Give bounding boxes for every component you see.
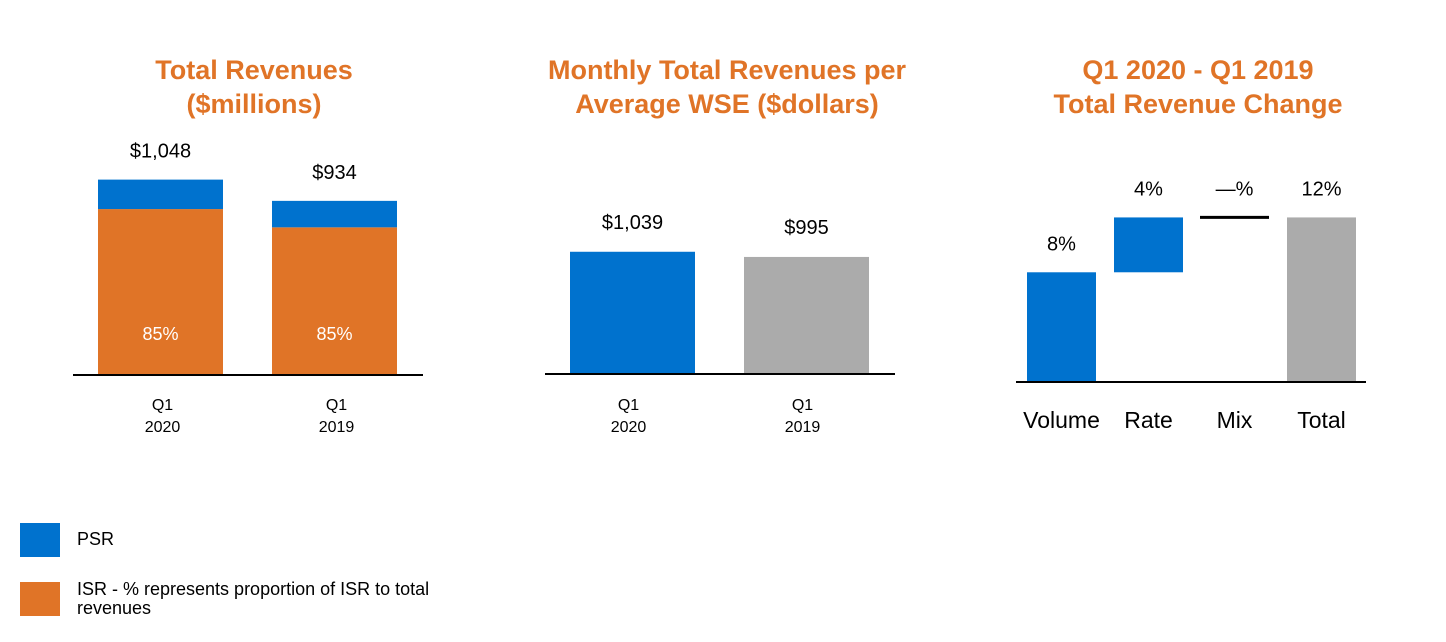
legend-label-isr-line1: ISR - % represents proportion of ISR to … [77, 579, 430, 599]
legend-label-isr: ISR - % represents proportion of ISR to … [77, 580, 429, 618]
chart3-title-line1: Q1 2020 - Q1 2019 [1082, 55, 1314, 85]
chart1-isr-pct-label: 85% [316, 324, 352, 344]
chart1-bar-psr-1 [272, 200, 397, 228]
chart3-bar-total [1287, 217, 1356, 382]
chart3-category-label: Volume [1023, 407, 1100, 433]
chart1-total-label: $934 [312, 162, 357, 184]
chart1-bar-isr-0 [98, 209, 223, 375]
legend-label-isr-line2: revenues [77, 598, 152, 618]
chart2-title: Monthly Total Revenues per Average WSE (… [527, 53, 927, 121]
chart3-bar-rate [1114, 217, 1183, 273]
chart3-value-label: —% [1216, 178, 1254, 200]
chart3-value-label: 4% [1134, 178, 1163, 200]
chart3-title: Q1 2020 - Q1 2019 Total Revenue Change [998, 53, 1398, 121]
chart3-category-label: Mix [1217, 407, 1253, 433]
chart3-value-label: 8% [1047, 233, 1076, 255]
chart2-category-label-line1: Q1 [792, 397, 813, 414]
chart3-category-label: Total [1297, 407, 1346, 433]
chart1-isr-pct-label: 85% [142, 324, 178, 344]
chart2-category-label-line2: 2019 [785, 419, 821, 436]
chart1-category-label-line2: 2020 [145, 419, 181, 436]
legend-label-psr: PSR [77, 529, 115, 549]
chart2-title-line1: Monthly Total Revenues per [547, 55, 907, 85]
chart1-title-line1: Total Revenues [155, 55, 353, 85]
chart3-value-label: 12% [1301, 178, 1341, 200]
chart3-category-label: Rate [1124, 407, 1173, 433]
chart1-bar-isr-1 [272, 227, 397, 375]
chart2-title-line2: Average WSE ($dollars) [575, 89, 879, 119]
chart2-bar-0 [570, 251, 695, 374]
chart2-category-label-line2: 2020 [611, 419, 647, 436]
chart3-bar-volume [1027, 272, 1096, 382]
chart1-total-label: $1,048 [130, 141, 191, 163]
chart1-category-label-line2: 2019 [319, 419, 355, 436]
chart2-value-label: $995 [784, 217, 829, 239]
legend-swatch-psr [20, 523, 60, 557]
legend-swatch-isr [20, 582, 60, 616]
chart2-value-label: $1,039 [602, 212, 663, 234]
chart1-title-line2: ($millions) [186, 89, 322, 119]
chart2-bar-1 [744, 256, 869, 374]
chart1-bar-psr-0 [98, 179, 223, 210]
chart2-category-label-line1: Q1 [618, 397, 639, 414]
chart1-title: Total Revenues ($millions) [54, 53, 454, 121]
chart1-category-label-line1: Q1 [326, 397, 347, 414]
chart1-category-label-line1: Q1 [152, 397, 173, 414]
chart3-title-line2: Total Revenue Change [1053, 89, 1343, 119]
